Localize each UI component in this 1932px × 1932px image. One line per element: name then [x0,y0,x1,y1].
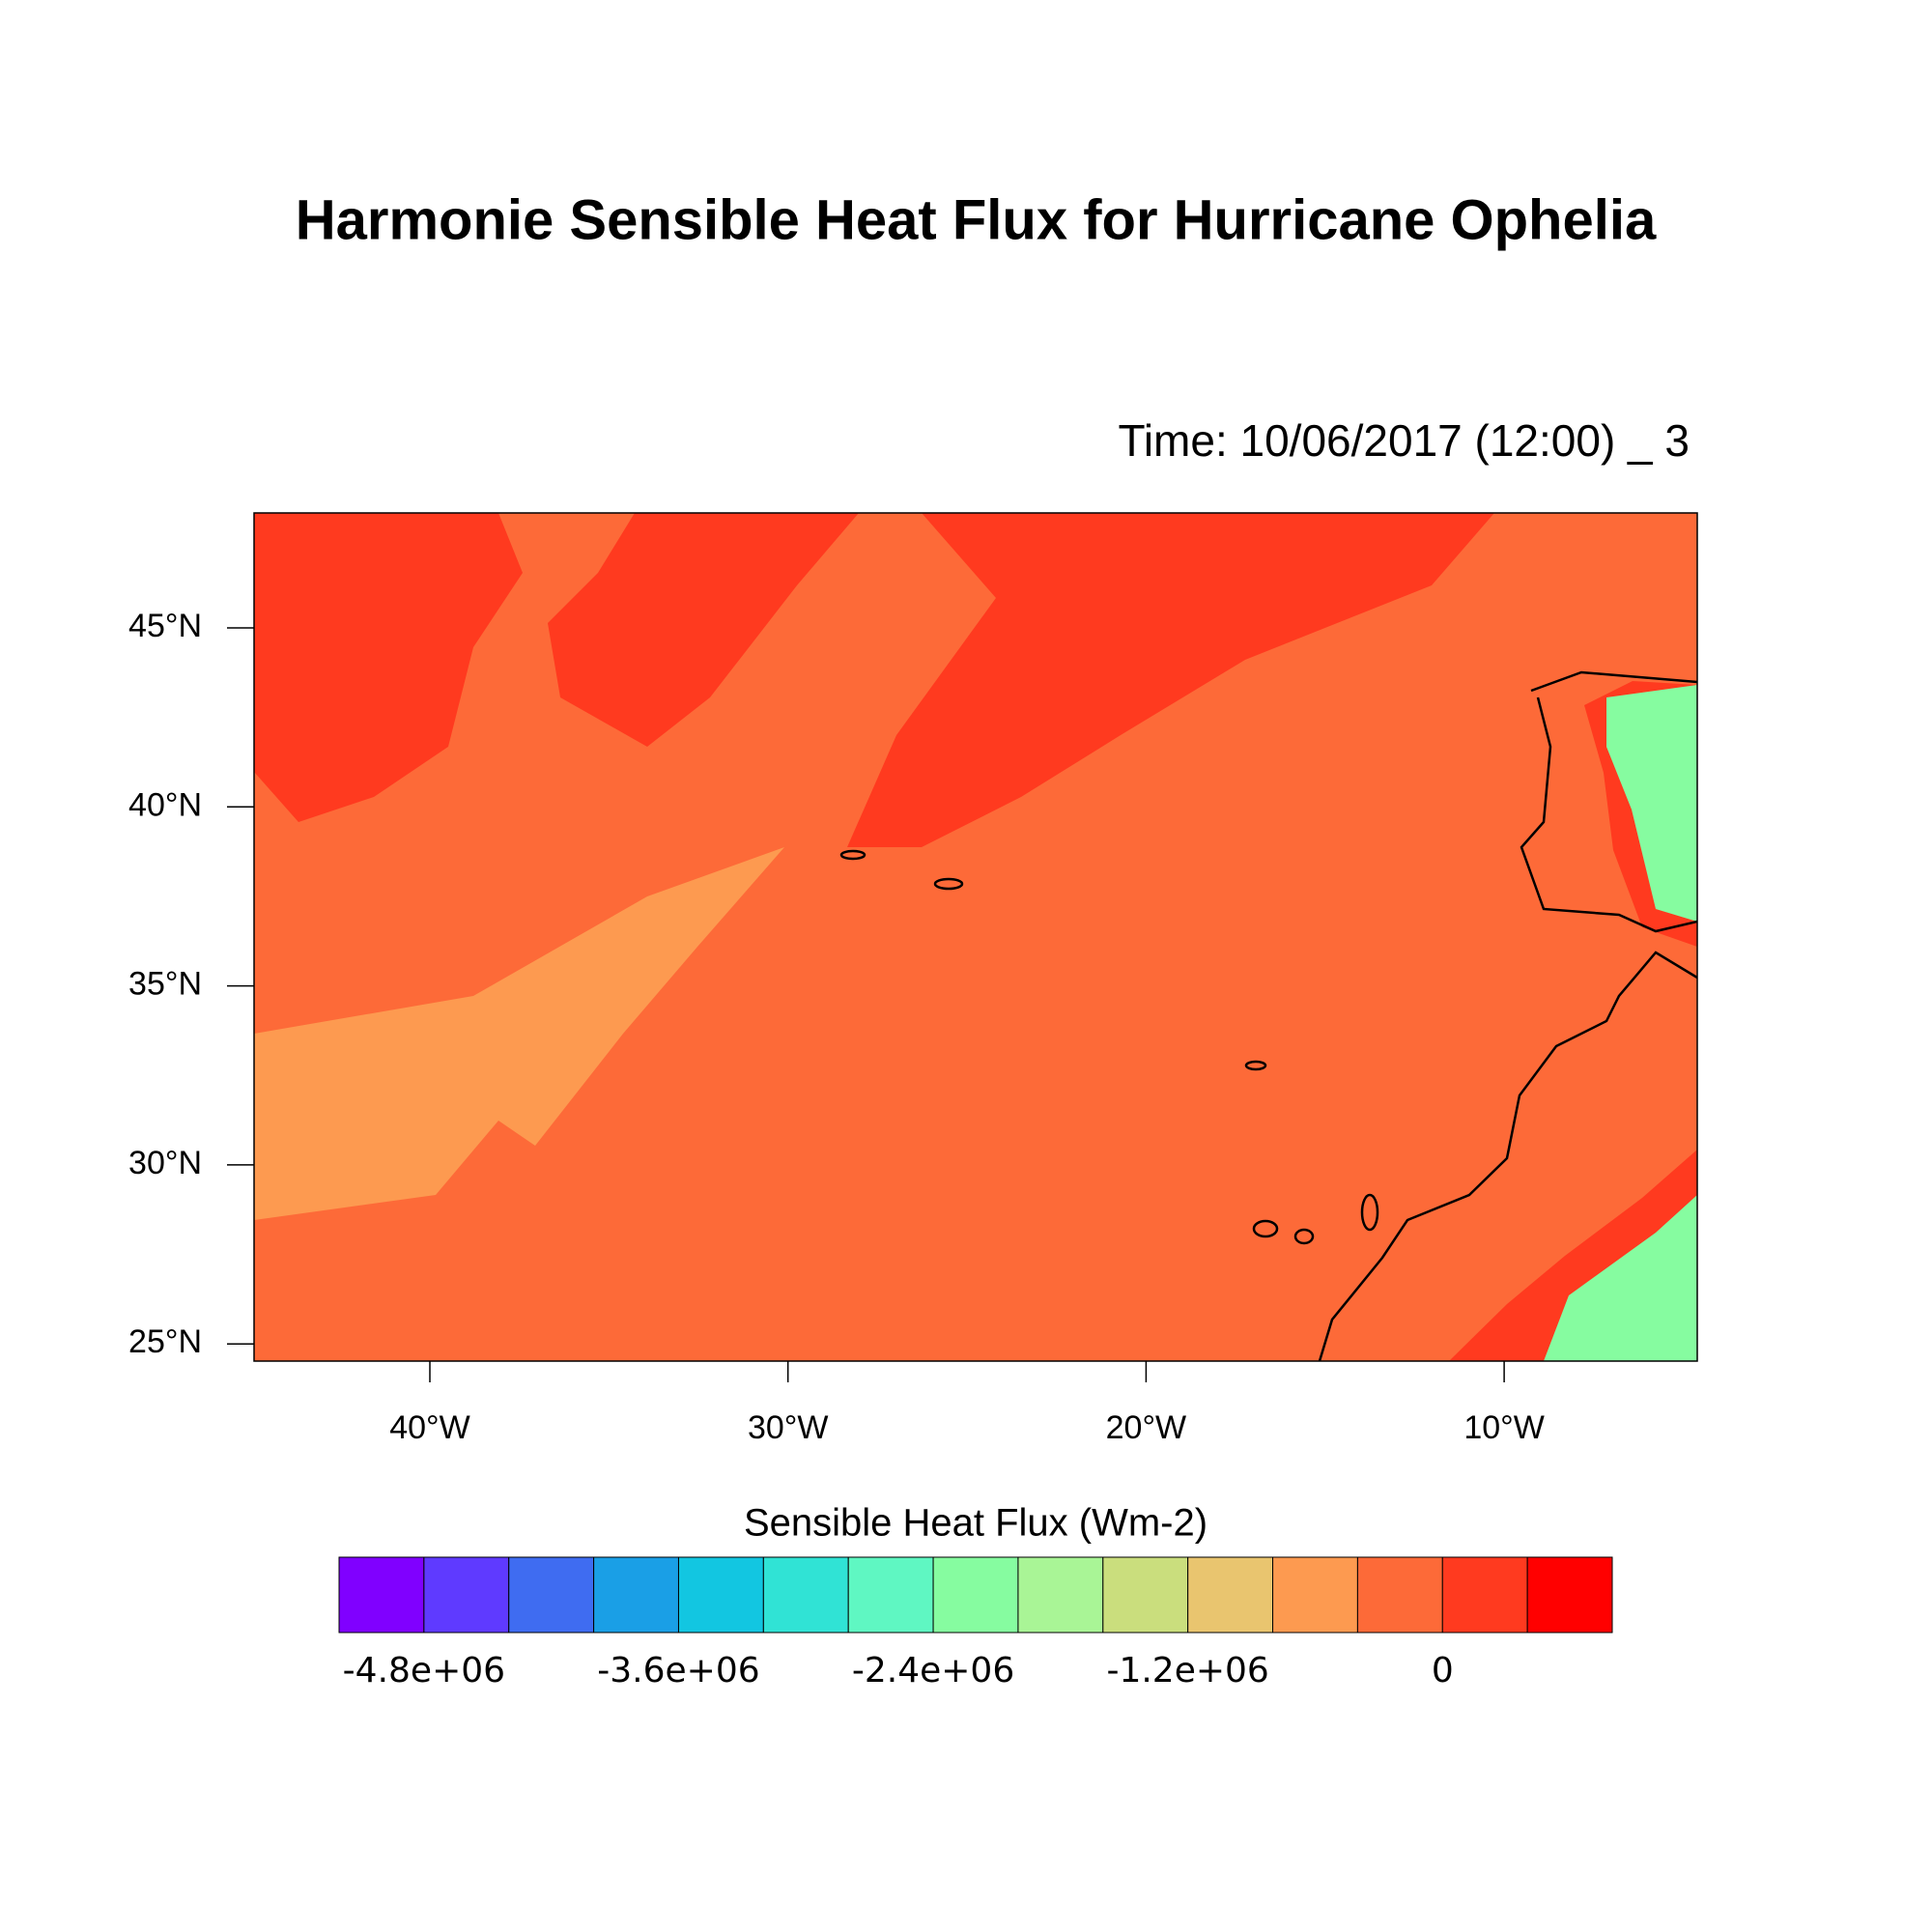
colorbar-box [847,1556,934,1634]
colorbar-box [508,1556,595,1634]
colorbar-box [1356,1556,1443,1634]
title: Harmonie Sensible Heat Flux for Hurrican… [296,188,1657,251]
colorbar-box [423,1556,510,1634]
island [1360,1193,1379,1232]
lon-tick-label: 40°W [389,1409,470,1446]
map-field [254,513,1697,1361]
island [839,849,867,861]
colorbar-box [1017,1556,1104,1634]
colorbar-label: 0 [1432,1651,1454,1690]
time-label: Time: 10/06/2017 (12:00) _ 3 [1118,415,1690,466]
field-region [1544,1195,1697,1361]
field-region [847,513,1494,847]
colorbar-box [1272,1556,1358,1634]
lat-tick-label: 25°N [128,1323,202,1360]
colorbar-box [338,1556,425,1634]
colorbar-box [1187,1556,1274,1634]
colorbar-label: -3.6e+06 [597,1651,759,1690]
colorbar: Sensible Heat Flux (Wm-2) -4.8e+06 -3.6e+… [338,1502,1613,1690]
colorbar-title: Sensible Heat Flux (Wm-2) [744,1502,1208,1545]
colorbar-box [932,1556,1019,1634]
map-frame [253,512,1698,1362]
colorbar-label: -1.2e+06 [1106,1651,1268,1690]
field-region [254,513,523,822]
colorbar-label: -2.4e+06 [852,1651,1014,1690]
colorbar-box [1102,1556,1189,1634]
field-region [1606,685,1697,922]
colorbar-box [677,1556,764,1634]
field-region [548,513,859,747]
colorbar-label: -4.8e+06 [343,1651,505,1690]
island [933,877,964,891]
map-axes: 45°N 40°N 35°N 30°N 25°N 40°W 30°W 20°W 10°W [128,608,1545,1446]
coastline [1520,696,1697,933]
lat-tick-label: 35°N [128,966,202,1003]
island [1252,1219,1279,1238]
island [1293,1228,1315,1245]
coastline [1318,951,1697,1361]
field-region [254,847,784,1220]
lon-tick-label: 30°W [748,1409,829,1446]
island [1244,1060,1267,1071]
lon-tick-label: 20°W [1106,1409,1187,1446]
coastline [1530,670,1697,693]
colorbar-box [593,1556,679,1634]
lat-tick-label: 40°N [128,786,202,823]
colorbar-box [1441,1556,1528,1634]
lon-tick-label: 10°W [1463,1409,1545,1446]
colorbar-box [762,1556,849,1634]
colorbar-box [1526,1556,1613,1634]
lat-tick-label: 45°N [128,608,202,644]
lat-tick-label: 30°N [128,1145,202,1181]
